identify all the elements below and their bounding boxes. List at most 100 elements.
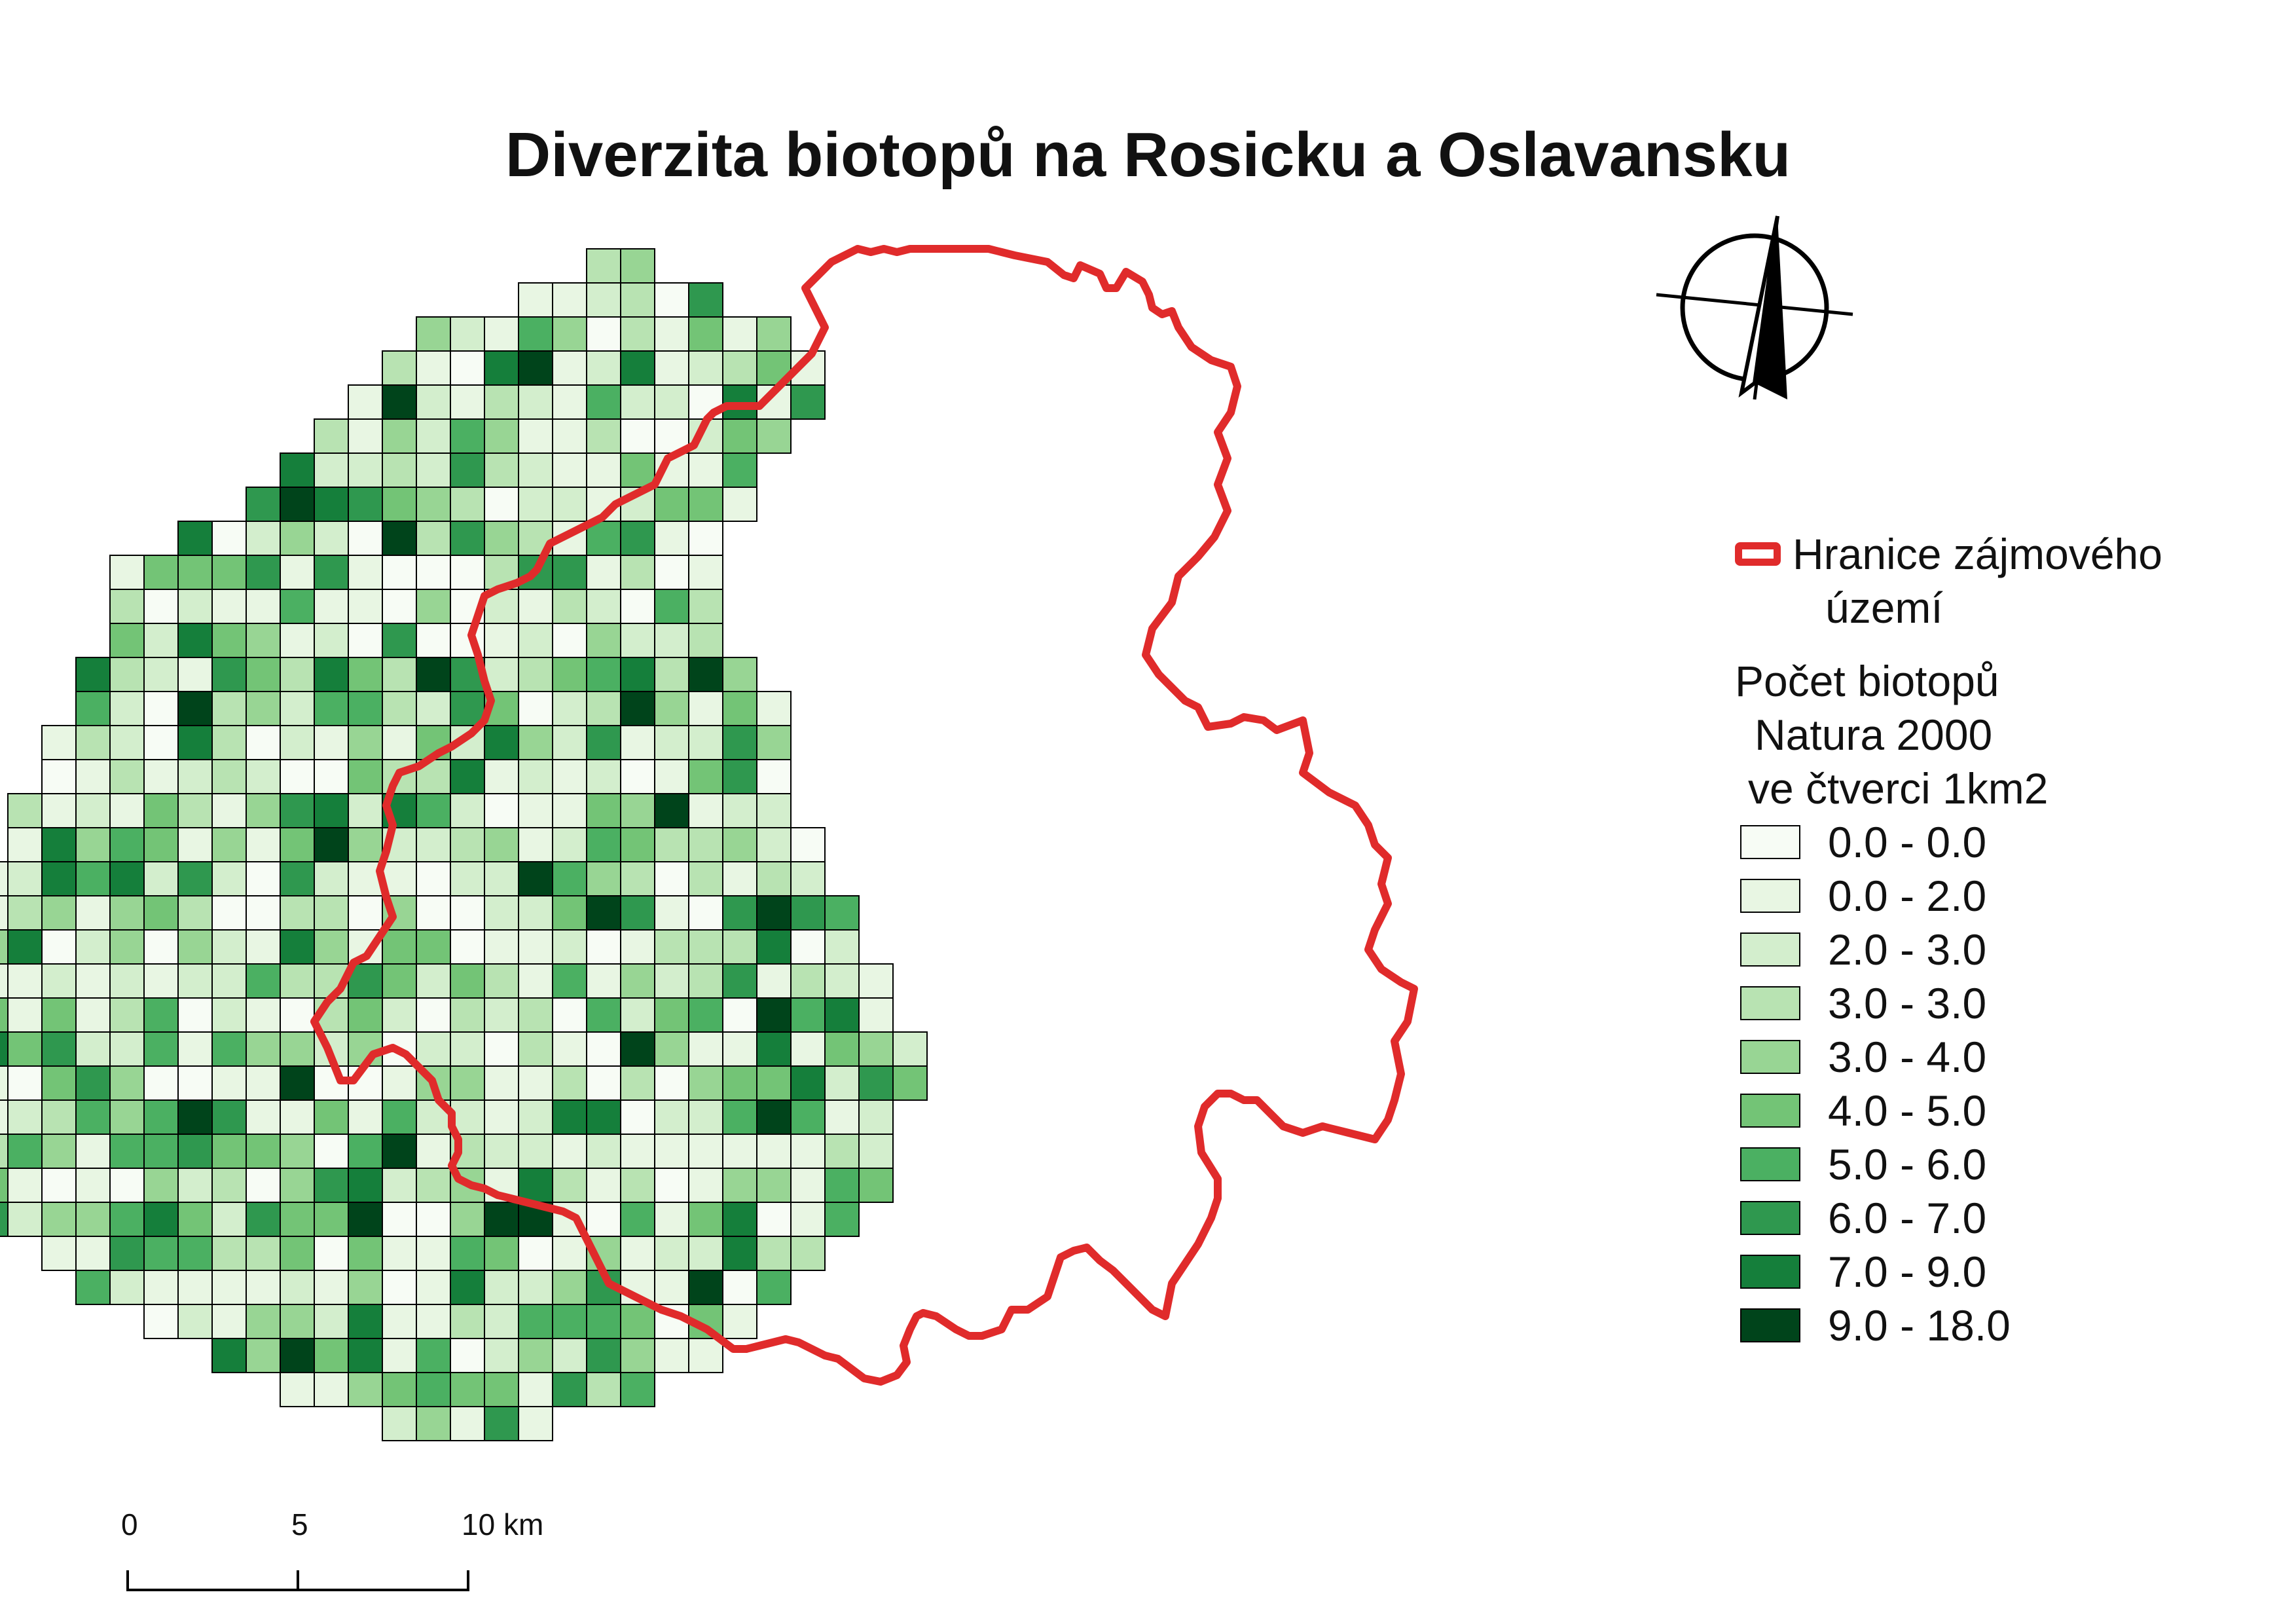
- grid-cell: [484, 725, 519, 760]
- grid-cell: [348, 827, 383, 862]
- grid-cell: [688, 657, 723, 692]
- grid-cell: [416, 1270, 451, 1305]
- grid-cell: [484, 997, 519, 1033]
- grid-cell: [416, 1372, 451, 1407]
- grid-cell: [586, 316, 621, 352]
- grid-cell: [246, 997, 281, 1033]
- grid-cell: [109, 1202, 145, 1237]
- grid-cell: [246, 623, 281, 658]
- grid-cell: [109, 1065, 145, 1101]
- grid-cell: [756, 1236, 792, 1271]
- grid-cell: [280, 861, 315, 896]
- grid-cell: [348, 1099, 383, 1135]
- grid-cell: [756, 725, 792, 760]
- grid-cell: [858, 1168, 894, 1203]
- grid-cell: [211, 1270, 247, 1305]
- grid-cell: [824, 1031, 860, 1067]
- grid-cell: [552, 657, 587, 692]
- grid-cell: [109, 623, 145, 658]
- grid-cell: [756, 895, 792, 931]
- grid-cell: [41, 759, 77, 794]
- grid-cell: [416, 1168, 451, 1203]
- grid-cell: [348, 1304, 383, 1339]
- grid-cell: [688, 487, 723, 522]
- grid-cell: [620, 929, 655, 965]
- grid-cell: [756, 929, 792, 965]
- grid-cell: [620, 1134, 655, 1169]
- map-legend: Hranice zájmového území Počet biotopů Na…: [1735, 527, 2272, 1352]
- grid-cell: [211, 725, 247, 760]
- grid-cell: [688, 623, 723, 658]
- grid-cell: [382, 1202, 417, 1237]
- grid-cell: [246, 1236, 281, 1271]
- grid-cell: [450, 316, 485, 352]
- grid-cell: [75, 1168, 111, 1203]
- grid-cell: [722, 895, 757, 931]
- grid-cell: [7, 929, 43, 965]
- grid-cell: [586, 1031, 621, 1067]
- grid-cell: [722, 793, 757, 828]
- grid-cell: [143, 1168, 179, 1203]
- grid-cell: [314, 452, 349, 488]
- grid-cell: [790, 895, 826, 931]
- grid-cell: [314, 793, 349, 828]
- grid-cell: [654, 555, 689, 590]
- grid-cell: [7, 1168, 43, 1203]
- grid-cell: [416, 1304, 451, 1339]
- grid-cell: [109, 725, 145, 760]
- grid-cell: [790, 1236, 826, 1271]
- grid-cell: [416, 487, 451, 522]
- grid-cell: [382, 1372, 417, 1407]
- grid-cell: [518, 521, 553, 556]
- grid-cell: [177, 861, 213, 896]
- grid-cell: [143, 1236, 179, 1271]
- grid-cell: [143, 895, 179, 931]
- grid-cell: [75, 1099, 111, 1135]
- grid-cell: [654, 963, 689, 999]
- legend-class: 0.0 - 2.0: [1735, 869, 2272, 923]
- grid-cell: [177, 793, 213, 828]
- grid-cell: [143, 929, 179, 965]
- grid-cell: [280, 1031, 315, 1067]
- grid-cell: [518, 861, 553, 896]
- grid-cell: [7, 1099, 43, 1135]
- grid-cell: [280, 1202, 315, 1237]
- grid-cell: [654, 1236, 689, 1271]
- grid-cell: [688, 691, 723, 726]
- grid-cell: [722, 1099, 757, 1135]
- grid-cell: [314, 1270, 349, 1305]
- grid-cell: [450, 1270, 485, 1305]
- grid-cell: [314, 1099, 349, 1135]
- grid-cell: [518, 1338, 553, 1373]
- scale-bar: 0 5 10 km: [98, 1506, 556, 1598]
- grid-cell: [280, 623, 315, 658]
- grid-cell: [552, 963, 587, 999]
- grid-cell: [688, 827, 723, 862]
- grid-cell: [314, 861, 349, 896]
- grid-cell: [246, 861, 281, 896]
- grid-cell: [280, 521, 315, 556]
- grid-cell: [41, 895, 77, 931]
- grid-cell: [143, 793, 179, 828]
- grid-cell: [7, 1065, 43, 1101]
- grid-cell: [109, 657, 145, 692]
- grid-cell: [382, 555, 417, 590]
- grid-cell: [382, 1270, 417, 1305]
- grid-cell: [348, 487, 383, 522]
- grid-cell: [246, 793, 281, 828]
- grid-cell: [654, 1031, 689, 1067]
- grid-cell: [41, 997, 77, 1033]
- grid-cell: [314, 589, 349, 624]
- grid-cell: [552, 487, 587, 522]
- grid-cell: [416, 350, 451, 386]
- legend-swatch: [1740, 1147, 1800, 1181]
- grid-cell: [688, 1065, 723, 1101]
- grid-cell: [790, 929, 826, 965]
- grid-cell: [518, 1168, 553, 1203]
- grid-cell: [314, 521, 349, 556]
- grid-cell: [484, 487, 519, 522]
- grid-cell: [552, 1031, 587, 1067]
- grid-cell: [586, 350, 621, 386]
- legend-swatch: [1740, 879, 1800, 913]
